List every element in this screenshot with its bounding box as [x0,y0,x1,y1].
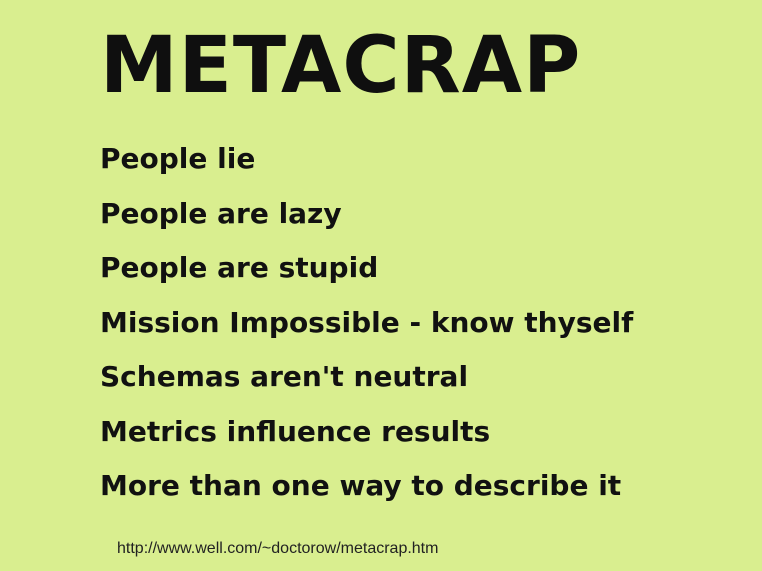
point-people-lie: People lie [100,142,256,175]
point-more-than-one-way: More than one way to describe it [100,469,622,502]
slide-title: METACRAP [100,21,582,111]
bullet-list: People lie People are lazy People are st… [100,132,633,514]
point-mission-impossible: Mission Impossible - know thyself [100,305,634,339]
point-metrics-influence: Metrics influence results [100,414,491,448]
point-schemas-not-neutral: Schemas aren't neutral [100,360,469,393]
source-url: http://www.well.com/~doctorow/metacrap.h… [117,540,439,557]
point-people-are-lazy: People are lazy [100,196,342,230]
point-people-are-stupid: People are stupid [100,251,379,284]
